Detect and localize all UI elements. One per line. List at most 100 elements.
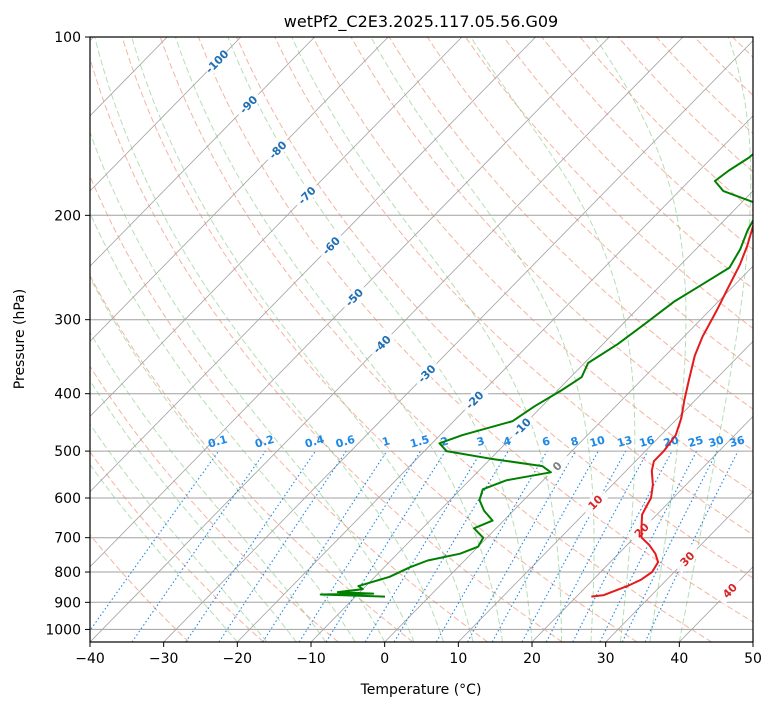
dry-adiabat xyxy=(90,175,488,642)
mixing-ratio-label: 36 xyxy=(728,433,747,450)
plot-grid xyxy=(90,37,753,642)
moist-adiabat xyxy=(594,37,687,642)
mixing-ratio-line xyxy=(298,450,422,642)
y-tick-label: 700 xyxy=(54,531,81,547)
dry-adiabat xyxy=(90,533,190,642)
y-tick-label: 1000 xyxy=(45,622,81,638)
label-backing xyxy=(714,575,744,605)
isotherm-line xyxy=(310,190,753,642)
mixing-ratio-label: 16 xyxy=(638,433,657,450)
dry-adiabat xyxy=(90,56,563,642)
label-backing xyxy=(339,282,369,312)
mixing-ratio-line xyxy=(218,450,347,642)
label-backing xyxy=(580,487,610,517)
mixing-ratio-label: 1 xyxy=(381,434,392,449)
x-tick-label: 0 xyxy=(380,651,389,667)
isotherm-line xyxy=(90,37,242,192)
label-backing xyxy=(459,385,489,415)
y-tick-label: 200 xyxy=(54,208,81,224)
moist-adiabat xyxy=(174,37,503,642)
moist-adiabat xyxy=(90,423,268,642)
label-backing xyxy=(262,134,292,165)
y-tick-label: 300 xyxy=(54,313,81,329)
isotherm-line xyxy=(605,491,753,642)
mixing-ratio-label: 30 xyxy=(707,433,726,450)
dry-adiabat xyxy=(465,37,753,329)
moist-adiabat xyxy=(291,37,562,642)
x-tick-label: 10 xyxy=(449,651,467,667)
mixing-ratio-line xyxy=(262,450,388,642)
mixing-ratio-line xyxy=(467,450,577,642)
x-axis-ticks: −40 −30 −20 −10 0 10 20 30 40 50 xyxy=(75,642,762,667)
isotherm-line xyxy=(90,37,610,568)
x-tick-label: 40 xyxy=(670,651,688,667)
label-backing xyxy=(233,89,263,119)
moist-adiabat xyxy=(678,37,752,642)
label-backing xyxy=(292,180,321,210)
line-labels: 0.1 0.2 0.4 0.6 1 1.5 2 3 4 6 8 10 13 16 20 25 30 36-100-… xyxy=(202,46,747,605)
mixing-ratio-label: 25 xyxy=(687,433,705,450)
x-tick-label: 50 xyxy=(744,651,762,667)
isotherm-line xyxy=(90,37,463,418)
mixing-ratio-line xyxy=(364,450,483,642)
label-backing xyxy=(367,329,396,359)
y-tick-label: 900 xyxy=(54,595,81,611)
isotherm-line xyxy=(90,37,389,342)
y-axis-label: Pressure (hPa) xyxy=(12,289,28,389)
label-backing xyxy=(411,358,441,388)
moist-adiabat xyxy=(131,37,474,642)
moist-adiabat xyxy=(227,37,533,642)
isotherm-line xyxy=(90,37,315,267)
mixing-ratio-label: 0.6 xyxy=(334,433,357,451)
label-backing xyxy=(672,543,702,574)
mixing-ratio-label: 0.1 xyxy=(207,433,229,451)
mixing-ratio-label: 1.5 xyxy=(409,433,431,451)
label-backing xyxy=(316,230,346,260)
isotherm-line xyxy=(163,40,753,642)
y-axis-ticks: 100 200 300 400 500 600 700 800 900 1000 xyxy=(45,30,90,638)
x-tick-label: −40 xyxy=(75,651,105,667)
moist-adiabat xyxy=(370,37,595,642)
x-tick-label: −20 xyxy=(223,651,253,667)
dewpoint-profile-line xyxy=(319,152,753,598)
mixing-ratio-label: 3 xyxy=(475,434,486,449)
mixing-ratio-line xyxy=(521,450,627,642)
temperature-profile-line xyxy=(591,223,753,598)
profile-lines xyxy=(319,152,753,598)
moist-adiabat xyxy=(470,37,636,642)
mixing-ratio-label: 10 xyxy=(588,433,607,450)
dry-adiabat xyxy=(350,37,753,451)
moist-adiabat xyxy=(90,463,238,642)
moist-adiabat xyxy=(94,37,445,642)
label-backing xyxy=(202,46,231,76)
dry-adiabat xyxy=(426,37,753,370)
mixing-ratio-line xyxy=(185,450,316,642)
mixing-ratio-line xyxy=(545,450,649,642)
dry-adiabat xyxy=(90,365,339,642)
dry-adiabat xyxy=(121,37,638,642)
mixing-ratio-line xyxy=(131,450,266,642)
y-tick-label: 600 xyxy=(54,491,81,507)
x-axis-label: Temperature (°C) xyxy=(360,682,482,698)
isotherm-line xyxy=(531,415,753,642)
y-tick-label: 500 xyxy=(54,444,81,460)
mixing-ratio-label: 6 xyxy=(541,434,552,449)
x-tick-label: 30 xyxy=(597,651,615,667)
x-tick-label: 20 xyxy=(523,651,541,667)
y-tick-label: 400 xyxy=(54,387,81,403)
dry-adiabat xyxy=(159,37,712,642)
x-tick-label: −10 xyxy=(296,651,326,667)
mixing-ratio-label: 13 xyxy=(616,433,634,450)
mixing-ratio-label: 0.2 xyxy=(253,433,275,451)
mixing-ratio-line xyxy=(90,450,220,632)
plot-frame xyxy=(89,36,754,643)
moist-adiabat xyxy=(90,331,327,642)
y-tick-label: 100 xyxy=(54,30,81,46)
isotherm-line xyxy=(237,115,753,642)
mixing-ratio-label: 4 xyxy=(502,434,513,449)
moist-adiabat xyxy=(90,211,386,642)
isotherm-line xyxy=(90,37,536,493)
moist-adiabat xyxy=(90,379,297,642)
